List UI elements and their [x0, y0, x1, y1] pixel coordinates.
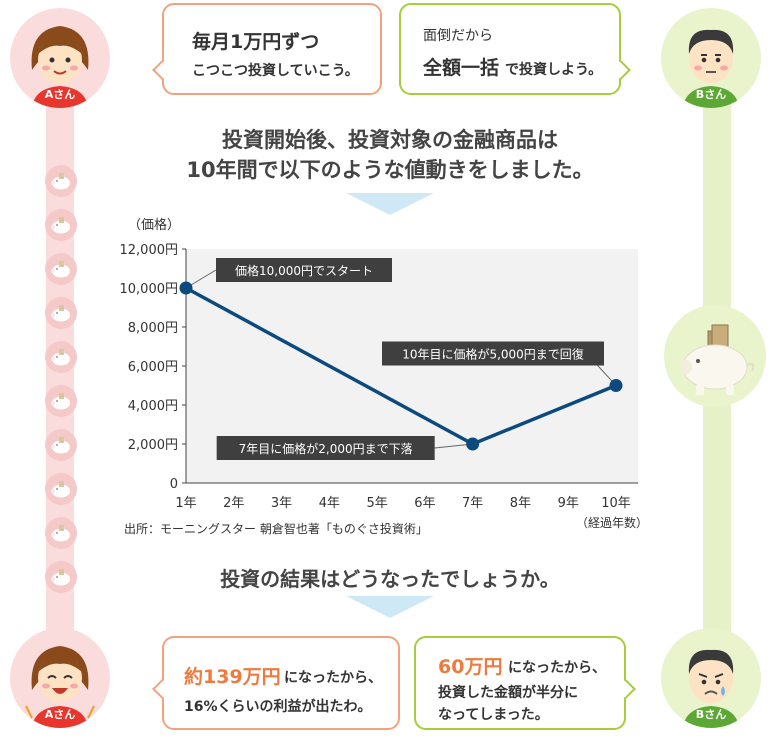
- person-b-savings: [664, 305, 766, 407]
- y-tick-label: 4,000円: [128, 399, 178, 414]
- piggy-bank-icon: [45, 385, 77, 417]
- piggy-bank-with-money-icon: [680, 324, 755, 395]
- piggy-bank-icon: [45, 473, 77, 505]
- woman-smiling-icon: [31, 26, 89, 108]
- y-tick-label: 2,000円: [128, 438, 178, 453]
- callout-box: [382, 341, 604, 366]
- person-a-name-bottom: Aさん: [44, 708, 76, 721]
- person-b-result-highlight: 60万円: [438, 656, 503, 678]
- piggy-bank-icon: [45, 517, 77, 549]
- y-tick-label: 8,000円: [128, 321, 178, 336]
- piggy-bank-icon: [45, 561, 77, 593]
- woman-happy-icon: [25, 646, 95, 728]
- person-b-intro-highlight: 全額一括: [423, 57, 500, 79]
- x-tick-label: 5年: [366, 496, 387, 511]
- person-b-result-line1: になったから、: [508, 660, 606, 676]
- piggy-bank-icon: [45, 209, 77, 241]
- man-sad-icon: [683, 649, 739, 728]
- person-b-name-top: Bさん: [695, 88, 727, 101]
- source-note: 出所：モーニングスター 朝倉智也著「ものぐさ投資術」: [124, 521, 428, 536]
- question-heading: 投資の結果はどうなったでしょうか。: [220, 567, 560, 591]
- person-b-result-line2: 投資した金額が半分に: [438, 685, 578, 701]
- man-neutral-icon: [683, 29, 739, 108]
- x-tick-label: 2年: [223, 496, 244, 511]
- person-b-avatar-bottom: Bさん: [661, 628, 761, 728]
- headline-line1: 投資開始後、投資対象の金融商品は: [222, 128, 558, 152]
- x-tick-label: 1年: [175, 496, 196, 511]
- person-a-intro-bubble: 毎月1万円ずつ こつこつ投資していこう。: [152, 3, 382, 95]
- person-a-result-line1: になったから、: [284, 670, 382, 686]
- price-chart: 0 2,000円 4,000円 6,000円 8,000円 10,000円 12,000円 1…: [120, 217, 649, 536]
- x-axis-label: （経過年数）: [576, 515, 648, 530]
- y-tick-label: 6,000円: [128, 360, 178, 375]
- x-tick-label: 6年: [414, 496, 435, 511]
- person-a-result-highlight: 約139万円: [184, 666, 281, 688]
- person-b-name-bottom: Bさん: [695, 708, 727, 721]
- piggy-bank-icon: [45, 297, 77, 329]
- person-a-result-line2: 16%くらいの利益が出たわ。: [184, 699, 372, 715]
- callout-box: [216, 258, 392, 282]
- y-tick-label: 0: [170, 477, 178, 492]
- person-a-result-bubble: 約139万円 になったから、 16%くらいの利益が出たわ。: [152, 636, 400, 730]
- headline-line2: 10年間で以下のような値動きをしました。: [186, 158, 594, 182]
- y-tick-label: 10,000円: [120, 282, 179, 297]
- person-a-name-top: Aさん: [44, 88, 76, 101]
- person-a-avatar-top: Aさん: [10, 8, 110, 108]
- x-tick-label: 7年: [462, 496, 483, 511]
- person-b-avatar-top: Bさん: [661, 8, 761, 108]
- y-axis-label: （価格）: [128, 217, 180, 233]
- x-tick-label: 8年: [510, 496, 531, 511]
- callout-text: 価格10,000円でスタート: [235, 263, 373, 278]
- piggy-bank-icon: [45, 165, 77, 197]
- callout-text: 7年目に価格が2,000円まで下落: [239, 441, 413, 456]
- person-a-intro-line2: こつこつ投資していこう。: [192, 63, 359, 79]
- x-tick-label: 3年: [271, 496, 292, 511]
- x-tick-label: 10年: [601, 496, 631, 511]
- callout-text: 10年目に価格が5,000円まで回復: [402, 347, 584, 362]
- person-b-result-line3: なってしまった。: [438, 707, 549, 723]
- piggy-bank-icon: [45, 429, 77, 461]
- person-b-intro-line1: 面倒だから: [423, 28, 493, 44]
- person-a-intro-line1: 毎月1万円ずつ: [192, 31, 320, 53]
- person-b-intro-bubble: 面倒だから 全額一括 で投資しよう。: [399, 3, 631, 95]
- data-point: [466, 437, 480, 451]
- person-b-intro-line2: で投資しよう。: [505, 62, 603, 78]
- x-tick-label: 9年: [558, 496, 579, 511]
- down-arrow-icon-2: [346, 596, 434, 618]
- y-tick-label: 12,000円: [120, 243, 179, 258]
- x-tick-label: 4年: [319, 496, 340, 511]
- piggy-bank-icon: [45, 341, 77, 373]
- callout-box: [216, 436, 435, 460]
- person-b-result-bubble: 60万円 になったから、 投資した金額が半分に なってしまった。: [414, 636, 636, 730]
- piggy-bank-icon: [45, 253, 77, 285]
- data-point: [609, 379, 623, 392]
- data-point: [179, 281, 193, 295]
- person-a-avatar-bottom: Aさん: [10, 628, 110, 728]
- down-arrow-icon: [346, 193, 434, 215]
